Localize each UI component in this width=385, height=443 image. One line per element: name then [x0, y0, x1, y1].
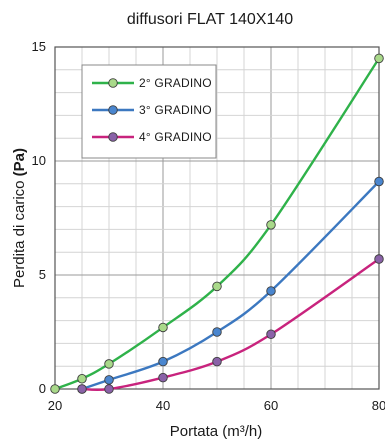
x-tick-labels: 20 40 60 80: [48, 398, 385, 413]
legend-box: [81, 64, 217, 159]
series-line: [81, 180, 380, 391]
series-3-gradino: [77, 176, 384, 394]
data-point: [374, 254, 384, 264]
data-point: [374, 53, 384, 64]
legend-marker: [108, 78, 118, 88]
chart-title: diffusori FLAT 140X140: [127, 11, 293, 28]
legend: 2° GRADINO 3° GRADINO 4° GRADINO: [81, 64, 217, 159]
y-tick-label: 15: [32, 39, 46, 54]
data-point: [374, 176, 384, 187]
legend-label: 2° GRADINO: [139, 76, 212, 90]
data-point: [104, 375, 114, 385]
legend-label: 3° GRADINO: [139, 103, 212, 117]
legend-marker: [108, 132, 118, 142]
legend-marker: [108, 105, 118, 115]
y-axis-label: Perdita di carico (Pa): [11, 148, 28, 288]
x-tick-label: 60: [264, 398, 278, 413]
data-point: [104, 384, 114, 394]
x-tick-label: 80: [372, 398, 385, 413]
series-layer: [50, 53, 384, 394]
plot-area-frame: [54, 46, 380, 390]
data-point: [266, 220, 276, 230]
series-4-gradino: [77, 254, 384, 394]
data-point: [50, 384, 60, 394]
data-point: [77, 384, 87, 394]
y-tick-label: 5: [39, 267, 46, 282]
data-point: [212, 281, 222, 292]
data-point: [212, 327, 222, 337]
data-point: [158, 356, 168, 367]
series-2-gradino: [50, 53, 384, 394]
data-point: [212, 356, 222, 367]
y-tick-label: 0: [39, 381, 46, 396]
data-point: [77, 373, 87, 384]
y-tick-labels: 0 5 10 15: [32, 39, 46, 396]
x-tick-label: 20: [48, 398, 62, 413]
y-tick-label: 10: [32, 153, 46, 168]
data-point: [104, 359, 114, 369]
x-tick-label: 40: [156, 398, 170, 413]
legend-label: 4° GRADINO: [139, 130, 212, 144]
data-point: [158, 322, 168, 333]
data-point: [158, 372, 168, 383]
data-point: [266, 286, 276, 296]
x-axis-label: Portata (m³/h): [170, 423, 263, 440]
data-point: [266, 329, 276, 340]
